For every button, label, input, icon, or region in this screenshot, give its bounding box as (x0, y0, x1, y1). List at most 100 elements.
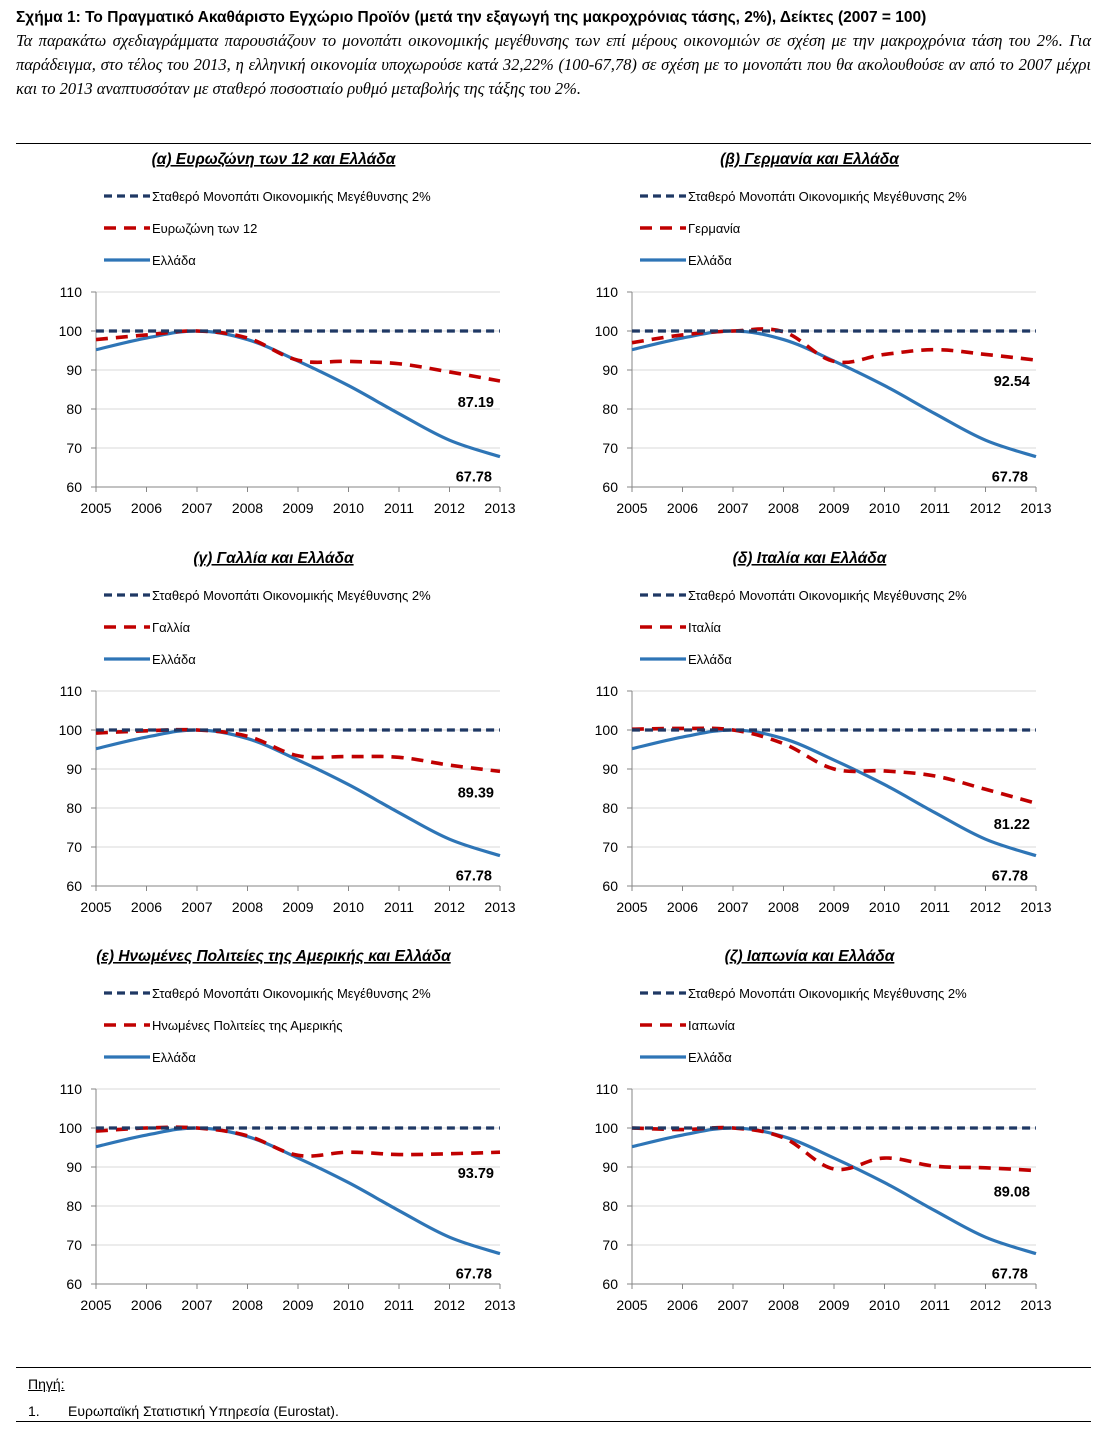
chart-svg: (β) Γερμανία και Ελλάδα Σταθερό Μονοπάτι … (595, 151, 1052, 516)
x-tick-label: 2013 (1020, 899, 1051, 915)
legend-label-comparison: Ιαπωνία (688, 1018, 735, 1033)
y-tick-label: 110 (596, 284, 619, 300)
x-tick-label: 2013 (1020, 1297, 1051, 1313)
end-label-comparison: 89.08 (994, 1185, 1030, 1201)
legend-label-trend: Σταθερό Μονοπάτι Οικονομικής Μεγέθυνσης … (688, 189, 967, 204)
end-label-comparison: 87.19 (458, 395, 494, 411)
x-tick-label: 2006 (667, 899, 698, 915)
end-label-greece: 67.78 (992, 1267, 1028, 1283)
x-tick-label: 2011 (384, 899, 414, 915)
chart-svg: (α) Ευρωζώνη των 12 και Ελλάδα Σταθερό Μο… (59, 151, 516, 516)
x-tick-label: 2013 (484, 1297, 515, 1313)
chart-svg: (γ) Γαλλία και Ελλάδα Σταθερό Μονοπάτι Οι… (59, 550, 516, 915)
y-tick-label: 90 (66, 761, 82, 777)
y-tick-label: 90 (66, 1159, 82, 1175)
source-footer: Πηγή: 1. Ευρωπαϊκή Στατιστική Υπηρεσία (… (28, 1376, 339, 1419)
x-tick-label: 2010 (869, 1297, 900, 1313)
x-tick-label: 2007 (717, 500, 748, 516)
x-tick-label: 2011 (384, 1297, 414, 1313)
chart-panel-germany: (β) Γερμανία και Ελλάδα Σταθερό Μονοπάτι … (552, 146, 1087, 538)
x-tick-label: 2006 (667, 500, 698, 516)
x-tick-label: 2005 (616, 899, 647, 915)
chart-panel-italy: (δ) Ιταλία και Ελλάδα Σταθερό Μονοπάτι Οι… (552, 545, 1087, 937)
series-line-comparison (631, 726, 1037, 805)
chart-svg: (ε) Ηνωμένες Πολιτείες της Αμερικής και … (59, 948, 516, 1313)
x-tick-label: 2009 (282, 1297, 313, 1313)
y-tick-label: 60 (66, 878, 82, 894)
y-tick-label: 60 (602, 1276, 618, 1292)
x-tick-label: 2008 (232, 500, 263, 516)
legend-label-trend: Σταθερό Μονοπάτι Οικονομικής Μεγέθυνσης … (688, 588, 967, 603)
x-tick-label: 2009 (818, 1297, 849, 1313)
x-tick-label: 2006 (667, 1297, 698, 1313)
x-tick-label: 2007 (717, 899, 748, 915)
x-tick-label: 2010 (869, 500, 900, 516)
x-tick-label: 2008 (768, 500, 799, 516)
y-tick-label: 70 (66, 440, 82, 456)
y-tick-label: 70 (602, 1237, 618, 1253)
legend-label-comparison: Γερμανία (688, 221, 741, 236)
x-tick-label: 2005 (80, 1297, 111, 1313)
end-label-greece: 67.78 (992, 470, 1028, 486)
x-tick-label: 2010 (333, 899, 364, 915)
x-tick-label: 2006 (131, 500, 162, 516)
chart-panel-usa: (ε) Ηνωμένες Πολιτείες της Αμερικής και … (16, 943, 551, 1335)
y-tick-label: 110 (596, 1081, 619, 1097)
x-tick-label: 2013 (484, 899, 515, 915)
y-tick-label: 60 (602, 878, 618, 894)
series-line-greece (631, 728, 1037, 858)
x-tick-label: 2008 (768, 1297, 799, 1313)
source-text: Ευρωπαϊκή Στατιστική Υπηρεσία (Eurostat)… (68, 1403, 339, 1419)
y-tick-label: 100 (595, 1120, 619, 1136)
y-tick-label: 90 (66, 362, 82, 378)
x-tick-label: 2011 (920, 1297, 950, 1313)
chart-title: (ζ) Ιαπωνία και Ελλάδα (725, 948, 896, 965)
legend-label-greece: Ελλάδα (688, 253, 732, 268)
footer-divider-bottom (16, 1421, 1091, 1422)
x-tick-label: 2008 (768, 899, 799, 915)
x-tick-label: 2009 (818, 899, 849, 915)
x-tick-label: 2008 (232, 899, 263, 915)
legend-label-comparison: Ηνωμένες Πολιτείες της Αμερικής (152, 1018, 343, 1033)
chart-panel-eurozone: (α) Ευρωζώνη των 12 και Ελλάδα Σταθερό Μο… (16, 146, 551, 538)
x-tick-label: 2005 (616, 500, 647, 516)
legend-label-comparison: Γαλλία (152, 620, 191, 635)
series-line-comparison (95, 329, 501, 383)
legend-label-greece: Ελλάδα (152, 1050, 196, 1065)
y-tick-label: 60 (66, 479, 82, 495)
series-line-greece (95, 1126, 501, 1256)
chart-title: (γ) Γαλλία και Ελλάδα (193, 550, 355, 567)
y-tick-label: 110 (596, 683, 619, 699)
chart-svg: (ζ) Ιαπωνία και Ελλάδα Σταθερό Μονοπάτι Ο… (595, 948, 1052, 1313)
y-tick-label: 100 (59, 323, 83, 339)
x-tick-label: 2010 (869, 899, 900, 915)
legend-label-trend: Σταθερό Μονοπάτι Οικονομικής Μεγέθυνσης … (152, 986, 431, 1001)
legend-label-greece: Ελλάδα (152, 253, 196, 268)
x-tick-label: 2005 (80, 500, 111, 516)
x-tick-label: 2012 (970, 1297, 1001, 1313)
x-tick-label: 2008 (232, 1297, 263, 1313)
end-label-comparison: 81.22 (994, 817, 1030, 833)
x-tick-label: 2005 (80, 899, 111, 915)
header-divider (16, 143, 1091, 144)
y-tick-label: 70 (66, 839, 82, 855)
y-tick-label: 80 (66, 401, 82, 417)
end-label-greece: 67.78 (456, 1267, 492, 1283)
series-line-comparison (631, 327, 1037, 365)
legend-label-greece: Ελλάδα (688, 1050, 732, 1065)
y-tick-label: 110 (60, 683, 83, 699)
x-tick-label: 2011 (920, 899, 950, 915)
legend-label-greece: Ελλάδα (152, 652, 196, 667)
x-tick-label: 2010 (333, 500, 364, 516)
chart-title: (α) Ευρωζώνη των 12 και Ελλάδα (152, 151, 397, 168)
x-tick-label: 2013 (1020, 500, 1051, 516)
x-tick-label: 2010 (333, 1297, 364, 1313)
y-tick-label: 90 (602, 362, 618, 378)
y-tick-label: 80 (66, 800, 82, 816)
x-tick-label: 2009 (818, 500, 849, 516)
x-tick-label: 2006 (131, 1297, 162, 1313)
x-tick-label: 2007 (181, 899, 212, 915)
end-label-greece: 67.78 (456, 869, 492, 885)
x-tick-label: 2005 (616, 1297, 647, 1313)
x-tick-label: 2007 (717, 1297, 748, 1313)
